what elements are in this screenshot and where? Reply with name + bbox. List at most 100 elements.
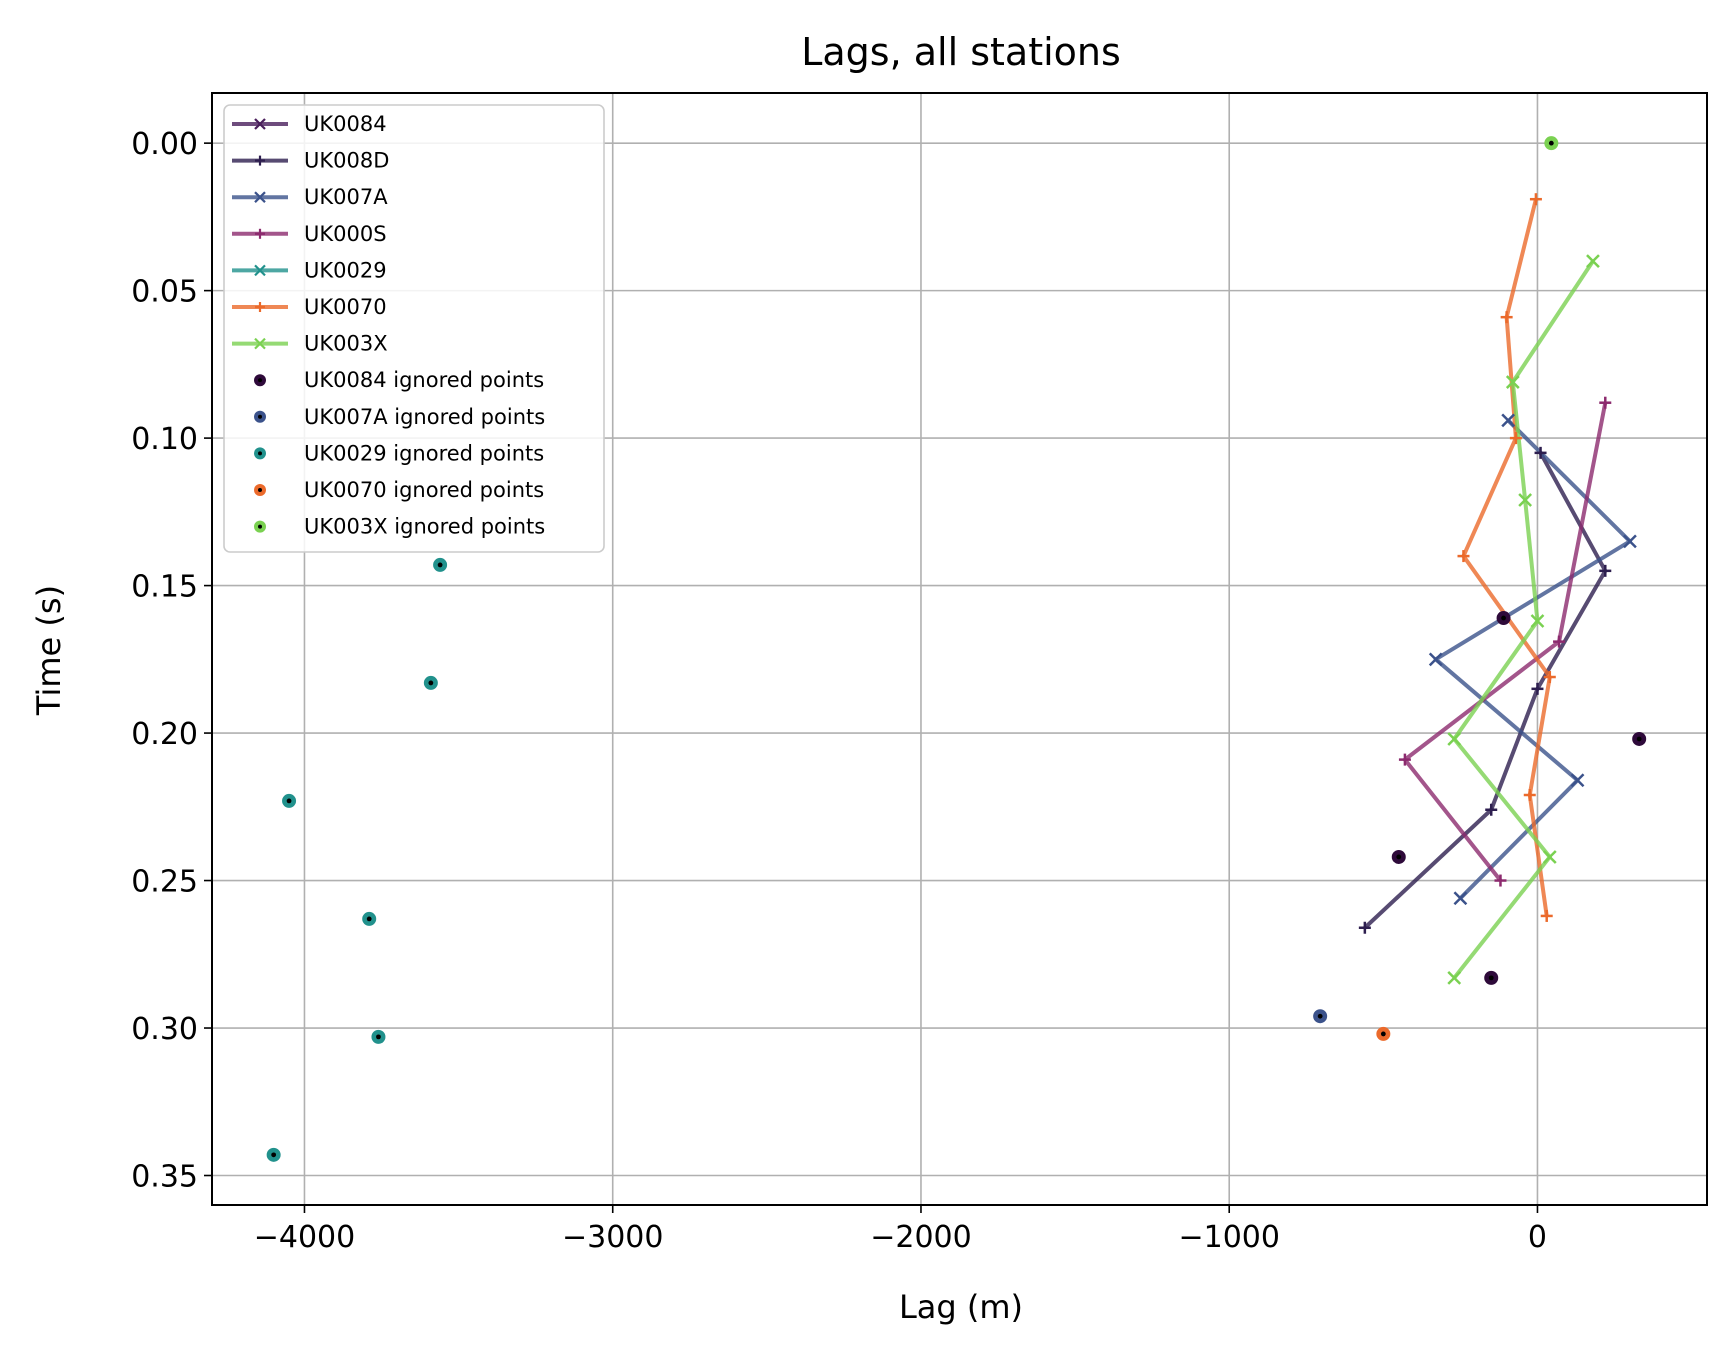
series-point-UK003X [1505, 375, 1520, 389]
series-point-UK0070 [1523, 789, 1536, 802]
series-point-UK000S [1553, 635, 1566, 648]
legend-marker-UK003X [254, 337, 266, 350]
x-tick-label: −2000 [870, 1220, 971, 1255]
y-axis-label: Time (s) [30, 585, 68, 716]
ignored-point-center [1548, 140, 1554, 146]
ignored-point-center [428, 680, 434, 686]
ignored-point-center [1317, 1013, 1323, 1019]
series-point-UK003X-stroke [1586, 254, 1600, 269]
ignored-point-center [1488, 975, 1494, 981]
series-point-UK008D [1485, 803, 1498, 816]
ignored-points [266, 136, 1647, 1162]
ignored-point-center [437, 562, 443, 568]
series-point-UK003X [1518, 493, 1533, 507]
series-point-UK0070 [1543, 671, 1556, 684]
series-point-UK003X-stroke [1530, 614, 1545, 628]
legend-label-UK0029: UK0029 [304, 258, 387, 282]
ignored-point-center [286, 798, 292, 804]
ignored-point-center [1636, 736, 1642, 742]
legend-dot-center [258, 524, 262, 529]
axis-ticks: −4000 −3000 −2000 −1000 0 0.00 0.05 0.10 0.15 0.2… [131, 127, 1547, 1255]
legend-marker-UK003X-stroke [254, 337, 266, 350]
legend-label-UK000S: UK000S [304, 222, 387, 246]
legend-marker-UK007A [254, 191, 266, 203]
legend-label-UK007A: UK007A [304, 185, 388, 209]
y-tick-label: 0.20 [131, 717, 198, 752]
legend-marker-UK0084 [254, 118, 266, 130]
chart-title: Lags, all stations [801, 30, 1121, 74]
ignored-point-center [366, 916, 372, 922]
x-tick-label: −4000 [254, 1220, 355, 1255]
series-point-UK003X-stroke [1447, 732, 1462, 746]
legend-marker-UK0070 [255, 302, 265, 312]
series-point-UK003X [1530, 614, 1545, 628]
series-point-UK003X-stroke [1542, 850, 1557, 864]
y-tick-label: 0.00 [131, 127, 198, 162]
x-tick-label: −3000 [562, 1220, 663, 1255]
series-point-UK008D [1534, 446, 1547, 459]
y-tick-label: 0.05 [131, 275, 198, 310]
legend-dot-center [258, 451, 262, 456]
legend-dot-center [258, 488, 262, 492]
legend-label-ignored: UK0070 ignored points [304, 478, 544, 502]
series-point-UK007A [1501, 413, 1516, 428]
series-point-UK007A [1570, 773, 1585, 788]
series-point-UK0070 [1457, 550, 1470, 563]
legend-label-ignored: UK0029 ignored points [304, 441, 544, 465]
series-point-UK000S [1494, 874, 1507, 887]
series-point-UK003X [1586, 254, 1600, 269]
series-point-UK007A-stroke [1570, 773, 1585, 788]
series-point-UK003X [1447, 732, 1462, 746]
plot-frame [211, 92, 1708, 1206]
series-point-UK008D [1358, 921, 1371, 934]
legend: UK0084 UK008D UK007A UK000S UK0029 UK0070 UK00… [223, 104, 605, 553]
series-point-UK007A-stroke [1501, 413, 1516, 428]
ignored-point-center [271, 1152, 277, 1158]
series-point-UK007A [1623, 534, 1637, 549]
ignored-point-center [376, 1034, 381, 1040]
legend-label-UK003X: UK003X [304, 332, 388, 356]
series-point-UK003X [1542, 850, 1557, 864]
series-point-UK007A-stroke [1623, 534, 1637, 549]
y-tick-label: 0.25 [131, 865, 198, 900]
legend-marker-UK0029-stroke [254, 264, 266, 277]
legend-marker-UK007A-stroke [254, 191, 266, 203]
series-point-UK007A [1428, 652, 1443, 667]
series-point-UK003X-stroke [1518, 493, 1533, 507]
legend-label-ignored: UK0084 ignored points [304, 368, 544, 392]
ignored-point-center [1396, 854, 1402, 860]
series-point-UK000S [1398, 753, 1411, 766]
legend-label-UK0084: UK0084 [304, 112, 387, 136]
series-point-UK0070 [1509, 432, 1522, 445]
series-point-UK0070 [1540, 909, 1553, 922]
series-point-UK003X-stroke [1505, 375, 1520, 389]
series-point-UK008D [1531, 682, 1544, 695]
series-point-UK008D [1599, 564, 1612, 577]
x-tick-label: 0 [1528, 1220, 1547, 1255]
legend-marker-UK0084-stroke [254, 118, 266, 130]
series-point-UK000S [1599, 396, 1612, 409]
legend-box [223, 104, 605, 553]
series-point-UK0070 [1529, 193, 1542, 206]
y-tick-label: 0.35 [131, 1160, 198, 1195]
plot-markers [1358, 193, 1637, 985]
series-point-UK007A-stroke [1453, 891, 1468, 906]
ignored-point-center [1501, 615, 1506, 621]
x-axis-label: Lag (m) [899, 1288, 1023, 1326]
legend-marker-UK0029 [254, 264, 266, 277]
series-point-UK007A [1453, 891, 1468, 906]
y-tick-label: 0.10 [131, 422, 198, 457]
series-point-UK003X [1447, 970, 1462, 985]
legend-marker-UK000S [255, 228, 265, 239]
y-tick-label: 0.30 [131, 1012, 198, 1047]
series-point-UK007A-stroke [1428, 652, 1443, 667]
legend-label-ignored: UK003X ignored points [304, 515, 545, 539]
series-point-UK0070 [1500, 311, 1513, 324]
legend-label-ignored: UK007A ignored points [304, 405, 545, 429]
legend-label-UK0070: UK0070 [304, 295, 387, 319]
legend-label-UK008D: UK008D [304, 149, 389, 173]
x-tick-label: −1000 [1178, 1220, 1279, 1255]
y-tick-label: 0.15 [131, 570, 198, 605]
series-point-UK003X-stroke [1447, 970, 1462, 985]
